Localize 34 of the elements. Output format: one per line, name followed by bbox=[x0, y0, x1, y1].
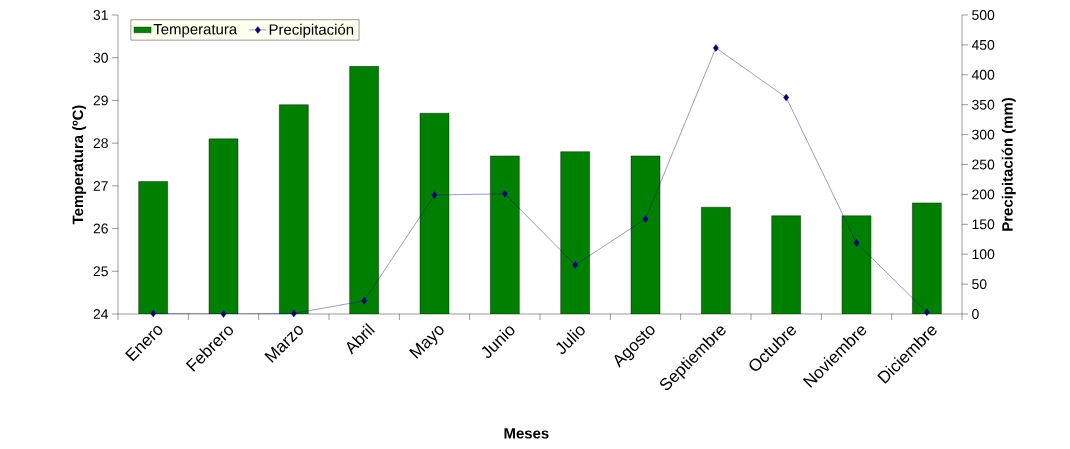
point bbox=[431, 191, 438, 199]
y-tick-label: 31 bbox=[93, 10, 108, 20]
y2-tick-label: 300 bbox=[972, 129, 995, 140]
x-axis-title: Meses bbox=[504, 428, 549, 439]
y2-tick-label: 350 bbox=[972, 99, 995, 110]
y-axis-title: Temperatura (ºC) bbox=[72, 105, 87, 225]
point bbox=[572, 261, 578, 269]
y2-tick-label: 200 bbox=[972, 189, 995, 200]
point bbox=[642, 215, 649, 223]
y2-tick-label: 400 bbox=[971, 69, 995, 80]
y-tick-label: 30 bbox=[93, 52, 108, 63]
point bbox=[502, 190, 508, 198]
point bbox=[361, 297, 367, 305]
x-tick-label: Julio bbox=[556, 326, 585, 355]
y2-tick-label: 500 bbox=[972, 10, 995, 20]
y-tick-label: 27 bbox=[93, 180, 108, 191]
y2-tick-label: 250 bbox=[972, 159, 995, 170]
y-tick-label: 29 bbox=[93, 95, 108, 106]
y-tick-label: 24 bbox=[93, 309, 109, 319]
y2-tick-label: 150 bbox=[972, 219, 995, 230]
y2-tick-label: 0 bbox=[972, 309, 979, 319]
y-tick-label: 25 bbox=[93, 266, 108, 277]
y-tick-label: 28 bbox=[93, 138, 108, 149]
y2-axis-title: Precipitación (mm) bbox=[1001, 97, 1016, 231]
point bbox=[924, 308, 930, 316]
y2-tick-label: 100 bbox=[972, 249, 995, 260]
y2-tick-label: 50 bbox=[972, 279, 987, 290]
legend-label: Temperatura bbox=[153, 24, 238, 38]
legend-label: Precipitación bbox=[269, 23, 354, 38]
point bbox=[713, 44, 719, 52]
y-tick-label: 26 bbox=[93, 223, 108, 234]
y2-tick-label: 450 bbox=[971, 39, 995, 50]
point bbox=[220, 310, 227, 318]
point bbox=[853, 239, 860, 247]
